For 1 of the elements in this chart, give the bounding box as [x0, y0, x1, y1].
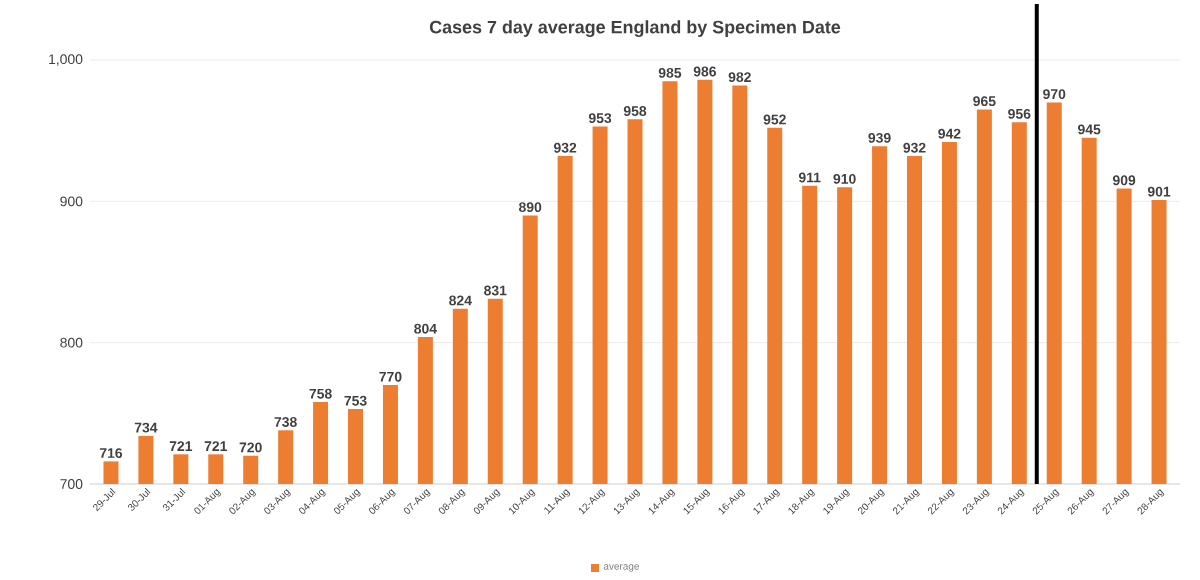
chart-title: Cases 7 day average England by Specimen Date — [429, 20, 841, 38]
